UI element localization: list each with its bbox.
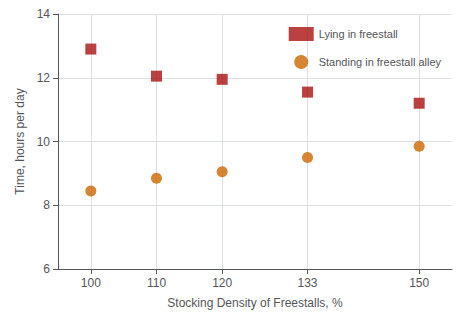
svg-text:120: 120 <box>212 276 232 290</box>
svg-text:8: 8 <box>43 198 50 212</box>
svg-text:10: 10 <box>37 135 51 149</box>
svg-text:Stocking Density of Freestalls: Stocking Density of Freestalls, % <box>167 296 343 310</box>
svg-text:Time, hours per day: Time, hours per day <box>13 88 27 194</box>
svg-text:133: 133 <box>298 276 318 290</box>
svg-text:110: 110 <box>147 276 166 290</box>
svg-text:100: 100 <box>81 276 101 290</box>
svg-text:12: 12 <box>37 71 51 85</box>
svg-text:14: 14 <box>37 7 51 21</box>
svg-text:Standing in freestall alley: Standing in freestall alley <box>319 56 442 68</box>
svg-text:Lying in freestall: Lying in freestall <box>319 28 398 40</box>
svg-text:150: 150 <box>409 276 429 290</box>
svg-text:6: 6 <box>43 262 50 276</box>
